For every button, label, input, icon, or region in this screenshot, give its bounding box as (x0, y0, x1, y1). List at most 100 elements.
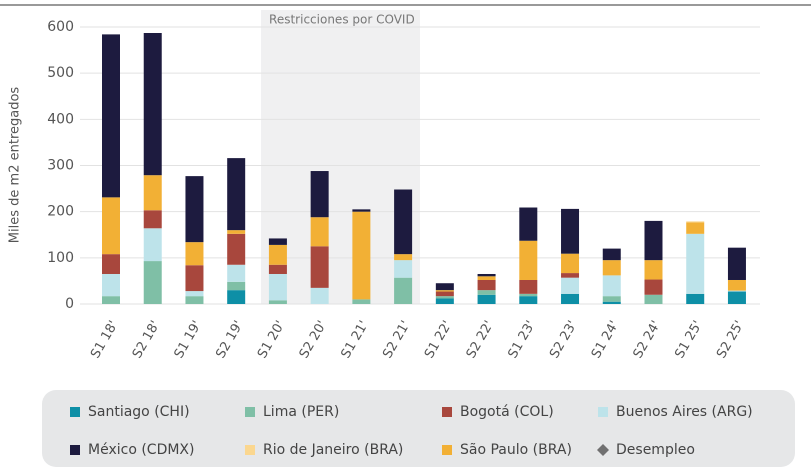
x-tick-label: S1 20' (255, 318, 288, 361)
bar-segment (519, 296, 538, 304)
x-tick-label: S1 25' (672, 318, 705, 361)
bar-segment (477, 290, 496, 295)
bar-segment (644, 279, 663, 295)
bar-segment (102, 197, 120, 255)
legend-label: São Paulo (BRA) (460, 442, 572, 458)
bar-segment (435, 283, 454, 291)
legend-label: Buenos Aires (ARG) (616, 404, 753, 420)
bar-segment (477, 279, 496, 291)
bar-segment (394, 189, 413, 255)
legend-swatch (442, 407, 452, 417)
bar-segment (644, 294, 663, 304)
bar-segment (185, 291, 204, 297)
bar-segment (602, 260, 621, 276)
x-tick-label: S1 21' (338, 318, 371, 361)
bar-segment (519, 293, 538, 297)
bar-segment (727, 290, 746, 292)
bar-segment (268, 238, 287, 245)
bar-segment (185, 242, 204, 266)
bar-segment (561, 208, 580, 254)
bar-segment (519, 279, 538, 294)
x-tick-label: S2 19' (213, 318, 246, 361)
x-tick-label: S2 18' (130, 318, 163, 361)
bar-segment (561, 277, 580, 294)
bar-segment (185, 265, 204, 292)
bar-segment (686, 222, 705, 234)
bar-segment (268, 264, 287, 274)
bar-segment (143, 33, 162, 176)
bar-segment (227, 230, 246, 234)
bar-segment (352, 209, 371, 212)
y-tick-label: 0 (65, 296, 74, 312)
bar-segment (394, 254, 413, 261)
x-tick-label: S1 23' (505, 318, 538, 361)
x-tick-label: S2 24' (631, 318, 664, 361)
bar-segment (268, 273, 287, 301)
bar-segment (561, 293, 580, 304)
legend-swatch (245, 445, 255, 455)
bar-segment (143, 261, 162, 304)
bar-segment (561, 253, 580, 274)
bar-segment (602, 248, 621, 261)
covid-shade (261, 10, 420, 304)
bar-segment (519, 240, 538, 280)
bar-segment (143, 175, 162, 211)
legend-label: Rio de Janeiro (BRA) (263, 442, 403, 458)
y-tick-label: 600 (47, 19, 74, 35)
bar-segment (435, 296, 454, 299)
bar-segment (268, 244, 287, 265)
bar-segment (435, 298, 454, 304)
x-tick-label: S1 18' (88, 318, 121, 361)
legend-swatch (245, 407, 255, 417)
bar-segment (310, 287, 329, 304)
legend-label: México (CDMX) (88, 442, 194, 458)
y-tick-label: 300 (47, 158, 74, 174)
bar-segment (227, 264, 246, 282)
legend-label: Lima (PER) (263, 404, 339, 420)
bar-segment (352, 211, 371, 300)
bar-segment (686, 221, 705, 223)
bar-segment (310, 171, 329, 218)
bar-segment (519, 207, 538, 241)
bar-segment (310, 246, 329, 288)
x-tick-label: S2 25' (714, 318, 747, 361)
bar-segment (143, 228, 162, 262)
bar-segment (310, 217, 329, 247)
bar-segment (352, 299, 371, 304)
bar-segment (727, 279, 746, 291)
bar-segment (602, 301, 621, 304)
bar-segment (102, 296, 120, 304)
x-tick-label: S2 20' (297, 318, 330, 361)
bar-segment (102, 34, 120, 198)
bar-segment (435, 291, 454, 297)
bar-segment (227, 290, 246, 304)
legend-label: Bogotá (COL) (460, 404, 554, 420)
legend-swatch (442, 445, 452, 455)
bar-segment (185, 176, 204, 243)
y-tick-label: 500 (47, 65, 74, 81)
legend-label: Desempleo (616, 442, 695, 458)
bar-segment (227, 233, 246, 265)
x-tick-label: S1 24' (589, 318, 622, 361)
bar-segment (686, 293, 705, 304)
bar-segment (477, 273, 496, 277)
legend-swatch (598, 407, 608, 417)
bar-segment (477, 294, 496, 304)
bar-segment (102, 254, 120, 274)
x-tick-label: S1 22' (422, 318, 455, 361)
bar-segment (185, 296, 204, 304)
bar-segment (644, 260, 663, 280)
bar-segment (227, 158, 246, 231)
bar-segment (102, 273, 120, 297)
legend-swatch (70, 407, 80, 417)
y-tick-label: 400 (47, 111, 74, 127)
legend-marker (597, 444, 609, 456)
x-tick-label: S2 22' (464, 318, 497, 361)
bar-segment (435, 290, 454, 292)
y-tick-label: 200 (47, 204, 74, 220)
bar-segment (561, 273, 580, 278)
x-tick-label: S2 23' (547, 318, 580, 361)
annotation: Restricciones por COVID (269, 13, 415, 27)
bar-segment (686, 233, 705, 294)
